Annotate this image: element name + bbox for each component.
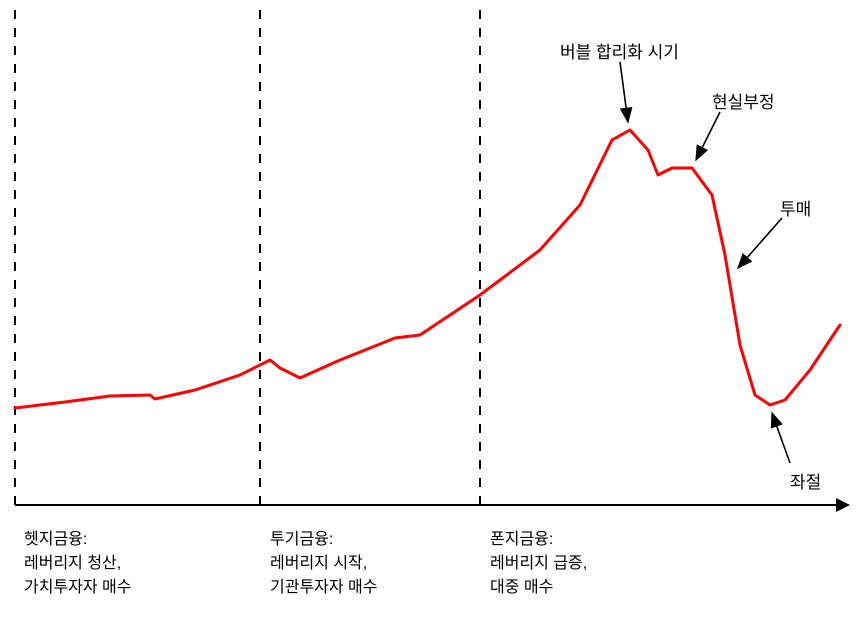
bubble-rationalization-arrow xyxy=(620,62,628,122)
x-axis-arrow xyxy=(836,498,850,512)
bubble-cycle-chart: 버블 합리화 시기현실부정투매좌절헷지금융: 레버리지 청산, 가치투자자 매수… xyxy=(0,0,860,627)
phase-speculative: 투기금융: 레버리지 시작, 기관투자자 매수 xyxy=(270,528,378,600)
denial-arrow xyxy=(696,112,720,160)
despair-label: 좌절 xyxy=(790,468,821,493)
phase-ponzi: 폰지금융: 레버리지 급증, 대중 매수 xyxy=(490,528,587,600)
panic-sell-label: 투매 xyxy=(780,195,811,220)
price-curve xyxy=(15,130,840,408)
panic-sell-arrow xyxy=(738,218,782,268)
phase-hedge: 헷지금융: 레버리지 청산, 가치투자자 매수 xyxy=(24,528,132,600)
bubble-rationalization-label: 버블 합리화 시기 xyxy=(560,38,679,63)
despair-arrow xyxy=(772,413,790,463)
denial-label: 현실부정 xyxy=(712,88,775,113)
